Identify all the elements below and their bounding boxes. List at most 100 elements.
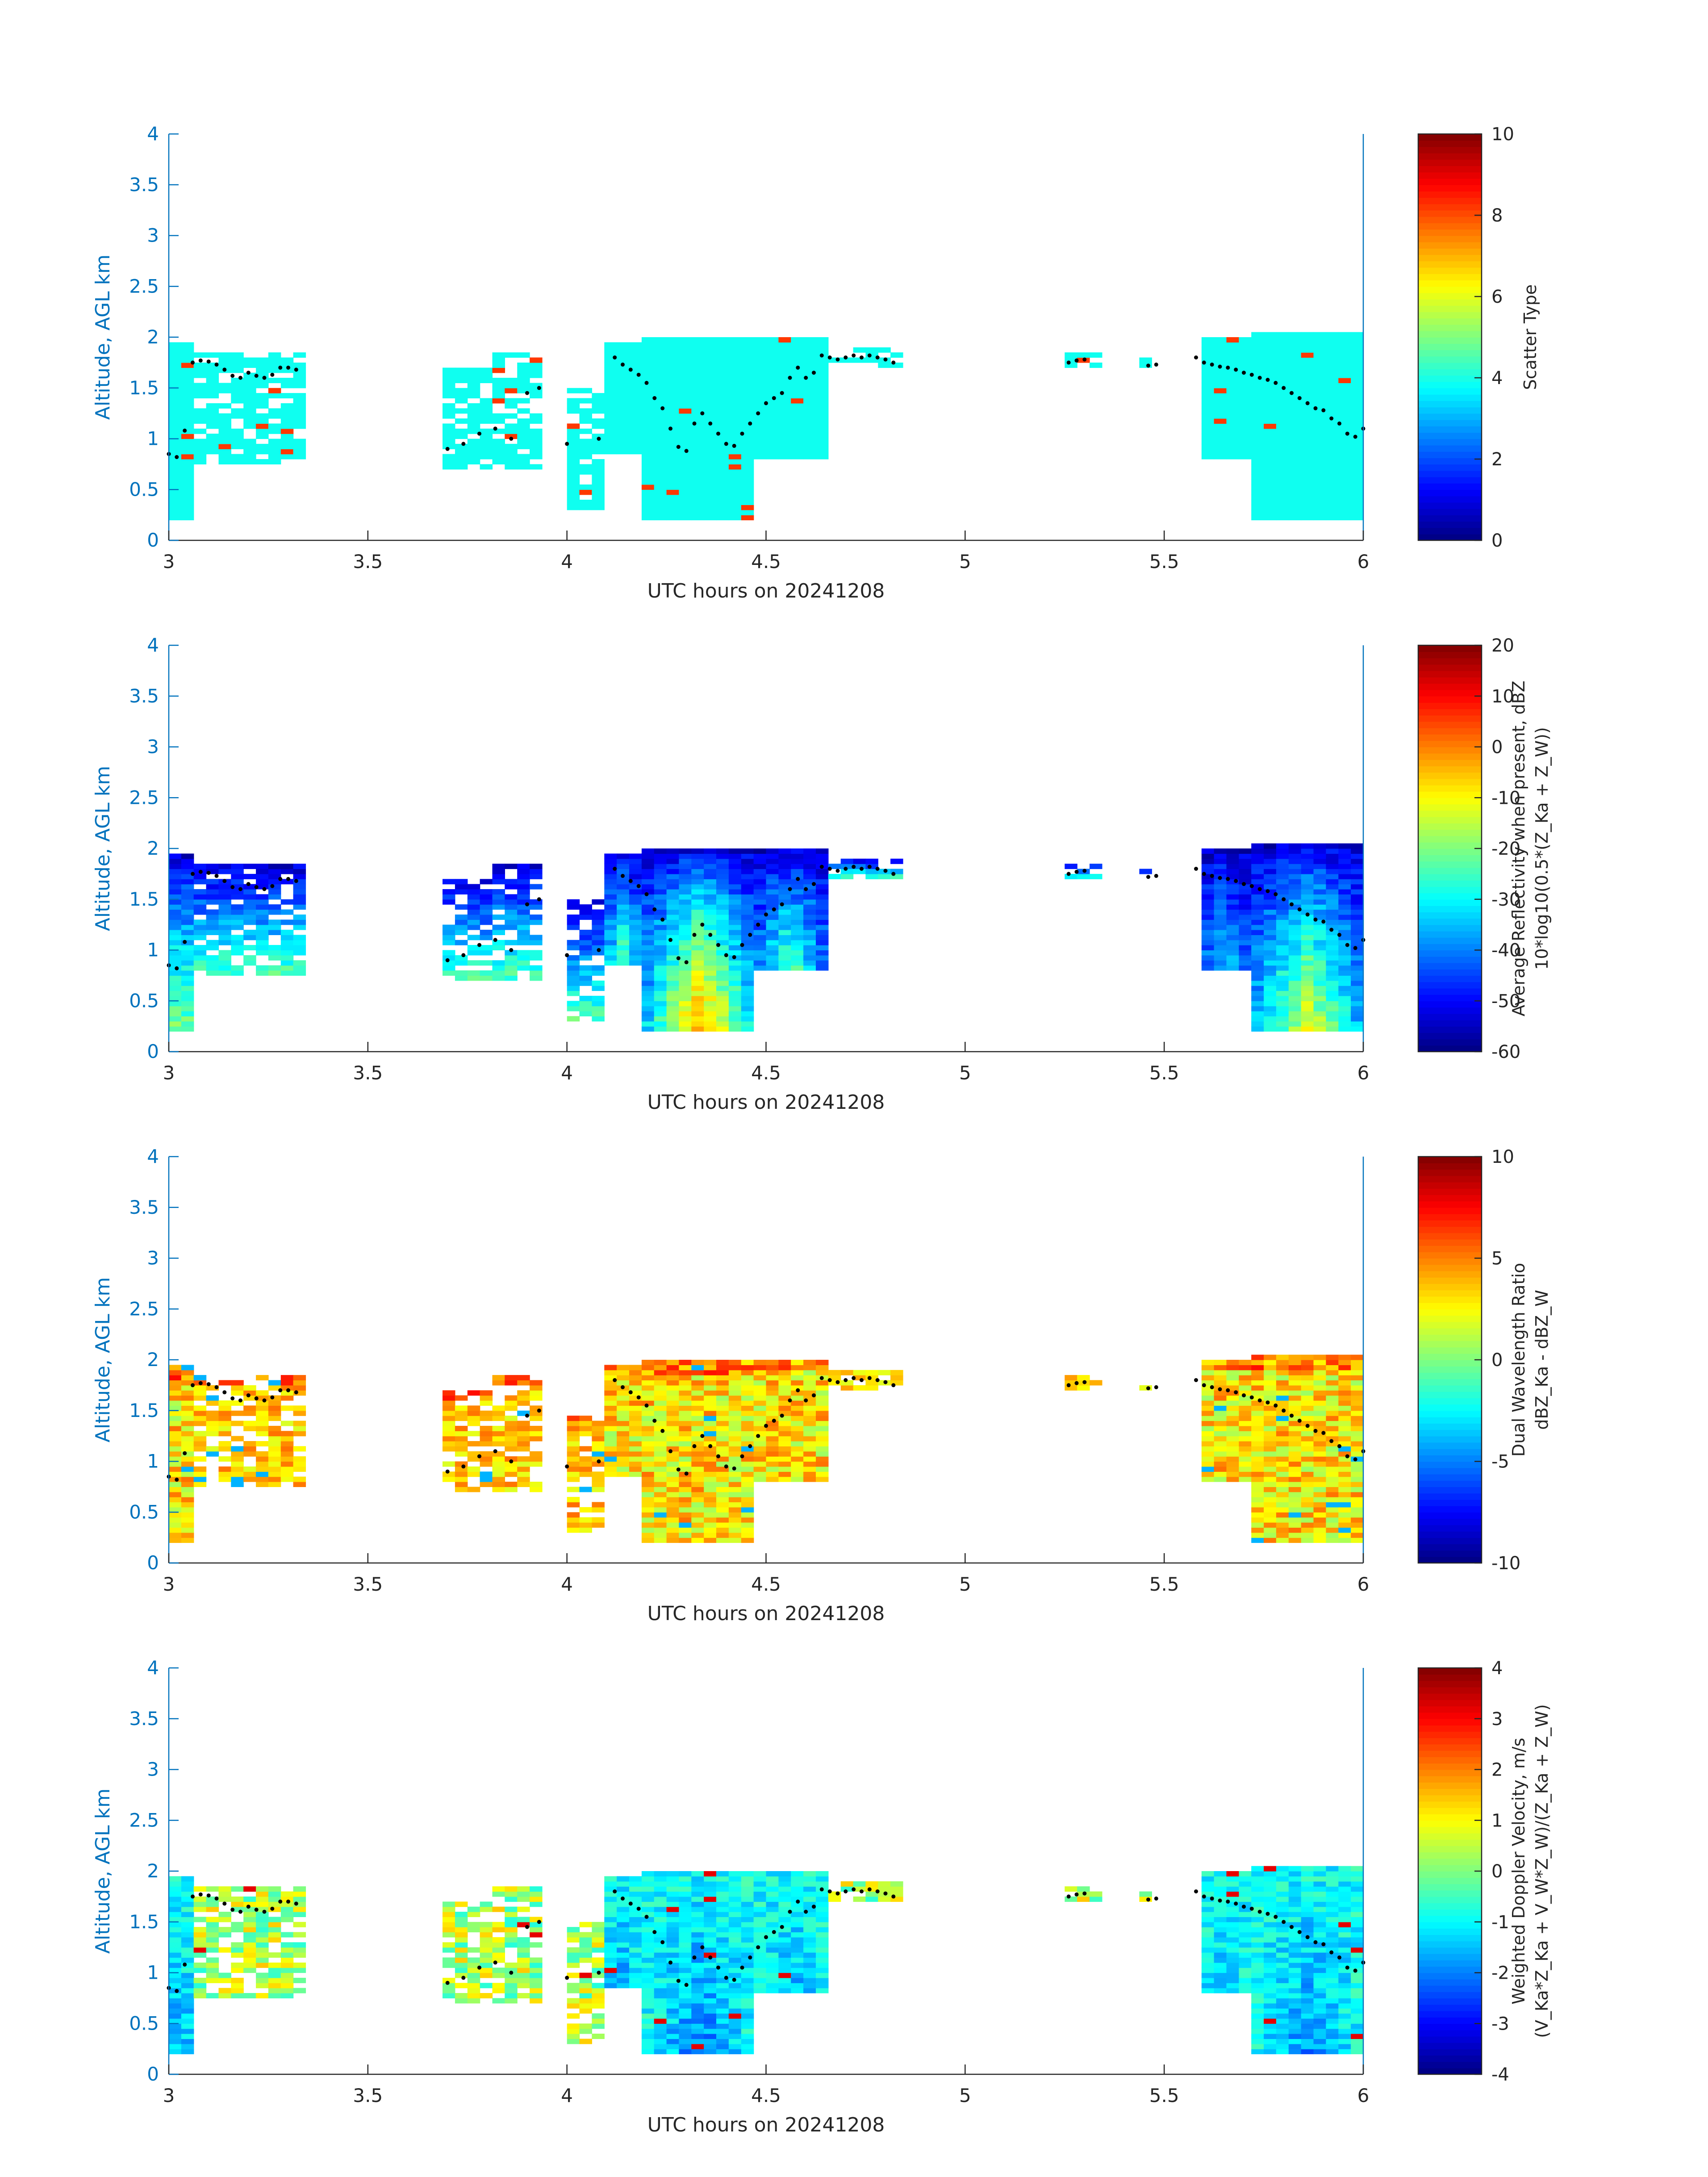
heatmap-cell	[567, 960, 580, 966]
heatmap-cell	[679, 474, 692, 480]
marker-point	[1274, 1403, 1278, 1408]
heatmap-cell	[1251, 1360, 1264, 1365]
heatmap-cell	[1326, 1001, 1339, 1007]
marker-point	[445, 958, 450, 962]
heatmap-cell	[530, 439, 543, 444]
heatmap-cell	[716, 469, 729, 475]
heatmap-cell	[1301, 914, 1314, 920]
heatmap-cell	[567, 1456, 580, 1462]
heatmap-cell	[617, 945, 630, 951]
heatmap-cell	[280, 1385, 294, 1391]
heatmap-cell	[280, 1431, 294, 1437]
heatmap-cell	[1239, 940, 1252, 945]
heatmap-cell	[766, 378, 779, 383]
heatmap-cell	[1351, 914, 1364, 920]
heatmap-cell	[1276, 1436, 1289, 1442]
marker-point	[191, 1383, 195, 1387]
heatmap-cell	[169, 403, 182, 409]
marker-point	[477, 431, 481, 436]
heatmap-cell	[1226, 443, 1239, 449]
heatmap-cell	[1326, 980, 1339, 986]
heatmap-cell	[1251, 1466, 1264, 1472]
heatmap-cell	[1251, 955, 1264, 961]
heatmap-cell	[1351, 1006, 1364, 1011]
heatmap-cell	[492, 362, 505, 368]
heatmap-cell	[256, 1977, 269, 1983]
marker-point	[613, 867, 617, 871]
heatmap-cell	[1313, 935, 1326, 940]
heatmap-cell	[280, 1968, 294, 1973]
heatmap-cell	[206, 1922, 219, 1927]
heatmap-cell	[704, 990, 717, 996]
heatmap-cell	[604, 403, 617, 409]
heatmap-cell	[679, 1492, 692, 1497]
heatmap-cell	[1301, 1436, 1314, 1442]
heatmap-cell	[517, 1425, 530, 1431]
heatmap-cell	[741, 1512, 754, 1518]
heatmap-cell	[517, 1380, 530, 1386]
heatmap-cell	[455, 1436, 468, 1442]
heatmap-cell	[1351, 889, 1364, 894]
heatmap-cell	[567, 1416, 580, 1421]
heatmap-cell	[480, 1436, 493, 1442]
heatmap-cell	[1077, 1375, 1090, 1381]
heatmap-cell	[1351, 1532, 1364, 1538]
heatmap-cell	[641, 372, 655, 378]
heatmap-cell	[1276, 940, 1289, 945]
heatmap-cell	[1313, 494, 1326, 500]
heatmap-cell	[1326, 1466, 1339, 1472]
heatmap-cell	[1276, 935, 1289, 940]
heatmap-cell	[1351, 965, 1364, 971]
heatmap-cell	[1301, 1532, 1314, 1538]
heatmap-cell	[1338, 352, 1351, 358]
heatmap-cell	[1313, 1410, 1326, 1416]
heatmap-cell	[816, 1400, 829, 1406]
heatmap-cell	[753, 884, 767, 890]
heatmap-cell	[1251, 1370, 1264, 1375]
heatmap-cell	[629, 443, 642, 449]
heatmap-cell	[679, 1385, 692, 1391]
heatmap-cell	[169, 1011, 182, 1016]
heatmap-cell	[1313, 459, 1326, 464]
heatmap-cell	[766, 1446, 779, 1452]
heatmap-cell	[1313, 378, 1326, 383]
heatmap-cell	[1239, 1405, 1252, 1411]
heatmap-cell	[604, 1425, 617, 1431]
heatmap-cell	[1226, 1456, 1239, 1462]
heatmap-cell	[704, 1016, 717, 1022]
marker-point	[748, 421, 752, 426]
heatmap-cell	[654, 1436, 667, 1442]
heatmap-cell	[1313, 1365, 1326, 1371]
heatmap-cell	[1326, 469, 1339, 475]
heatmap-cell	[1276, 1487, 1289, 1492]
heatmap-cell	[716, 1026, 729, 1032]
colorbar-swatch	[1418, 292, 1482, 300]
marker-point	[565, 1464, 569, 1469]
heatmap-cell	[218, 1416, 231, 1421]
heatmap-cell	[704, 1487, 717, 1492]
heatmap-cell	[828, 1370, 841, 1375]
heatmap-cell	[1288, 986, 1302, 991]
x-axis-label: UTC hours on 20241208	[647, 580, 885, 602]
heatmap-cell	[766, 443, 779, 449]
heatmap-cell	[1239, 383, 1252, 389]
heatmap-cell	[641, 1365, 655, 1371]
heatmap-cell	[1276, 955, 1289, 961]
heatmap-cell	[218, 383, 231, 389]
heatmap-cell	[181, 894, 194, 900]
heatmap-cell	[679, 1507, 692, 1513]
heatmap-cell	[716, 919, 729, 925]
heatmap-cell	[629, 1461, 642, 1467]
heatmap-cell	[268, 1400, 281, 1406]
heatmap-cell	[517, 372, 530, 378]
heatmap-cell	[1351, 990, 1364, 996]
heatmap-cell	[741, 1001, 754, 1007]
marker-point	[191, 872, 195, 876]
heatmap-cell	[1288, 848, 1302, 854]
heatmap-cell	[1338, 1410, 1351, 1416]
y-tick-label: 2	[147, 326, 159, 348]
heatmap-cell	[1288, 1492, 1302, 1497]
heatmap-cell	[256, 449, 269, 455]
heatmap-cell	[691, 500, 704, 505]
heatmap-cell	[704, 500, 717, 505]
